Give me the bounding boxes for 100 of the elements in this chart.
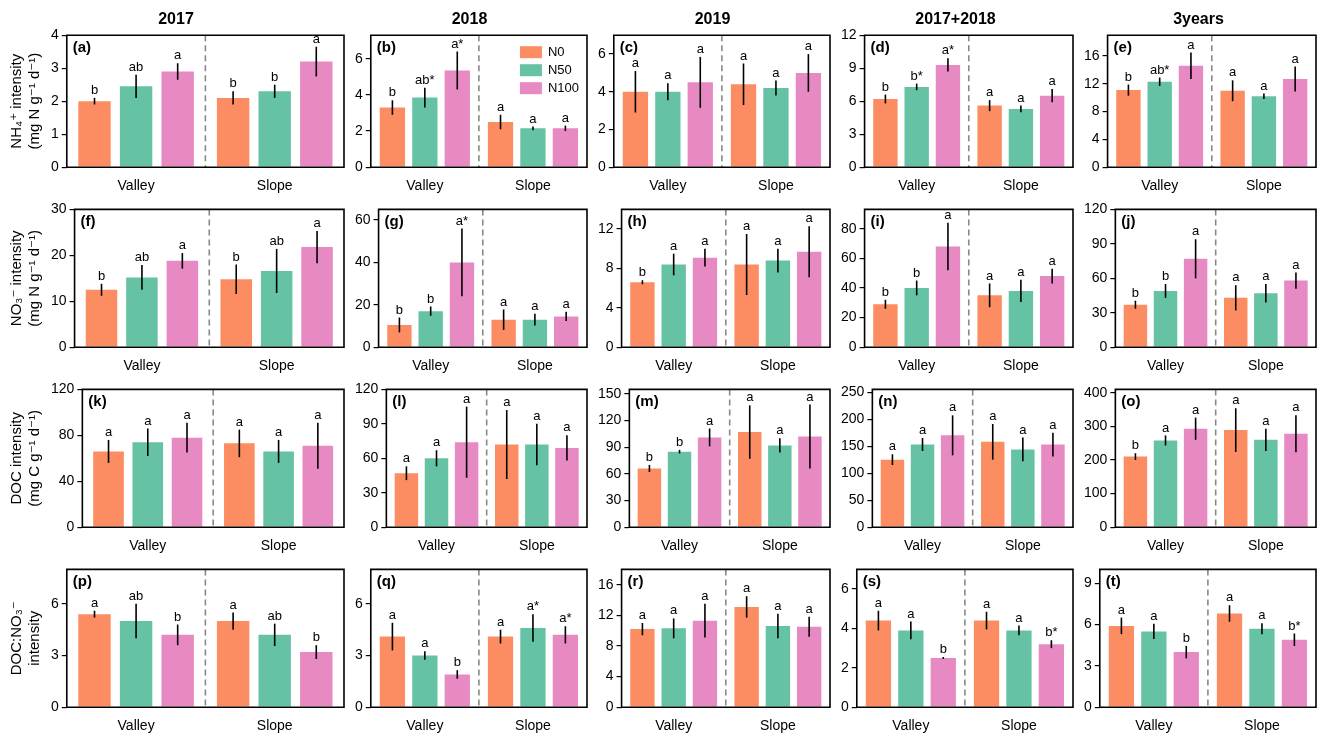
- x-tick-label: Slope: [1004, 537, 1041, 554]
- x-tick-label: Slope: [761, 537, 798, 554]
- bar: [85, 289, 118, 347]
- y-tick-label: 3: [50, 646, 59, 663]
- annotation: (t): [1105, 572, 1121, 590]
- data-label: a: [888, 438, 897, 454]
- bar: [977, 295, 1002, 347]
- x-tick-label: Slope: [759, 717, 797, 734]
- bar: [412, 655, 438, 707]
- y-tick-label: 90: [605, 438, 622, 455]
- x-tick-label: Valley: [412, 357, 450, 374]
- x-tick-label: Slope: [256, 717, 293, 734]
- data-label: b: [881, 283, 890, 299]
- data-label: b: [1131, 437, 1140, 453]
- x-tick-label: Slope: [516, 357, 554, 374]
- y-tick-label: 0: [354, 698, 363, 715]
- data-label: b: [453, 654, 461, 670]
- bar: [444, 70, 470, 167]
- bar: [1039, 276, 1065, 347]
- y-tick-label: 3: [1083, 656, 1092, 673]
- x-tick-label: Slope: [1244, 717, 1281, 734]
- annotation: (n): [878, 392, 898, 410]
- y-tick-label: 30: [362, 483, 379, 500]
- bar: [1153, 440, 1178, 527]
- bar: [525, 444, 549, 527]
- annotation: (c): [619, 37, 639, 55]
- data-label: a: [463, 390, 471, 406]
- y-tick-label: 0: [1083, 698, 1092, 715]
- bar: [1216, 613, 1243, 707]
- legend-label: N100: [547, 79, 579, 95]
- y-tick-label: 9: [1083, 574, 1092, 591]
- bar: [904, 86, 929, 167]
- bar: [630, 282, 655, 347]
- y-tick-label: 6: [50, 594, 59, 611]
- data-label: ab*: [1149, 61, 1170, 77]
- bar: [394, 473, 419, 527]
- bar: [258, 634, 291, 707]
- data-label: b: [174, 608, 182, 624]
- bar: [1249, 628, 1275, 707]
- bar: [216, 97, 250, 167]
- x-tick-label: Slope: [515, 177, 552, 194]
- data-label: a: [1229, 64, 1238, 80]
- y-tick-label: 4: [840, 619, 849, 636]
- annotation: (h): [627, 212, 647, 230]
- y-tick-label: 30: [50, 200, 67, 217]
- data-label: a: [986, 267, 995, 283]
- data-label: b: [427, 290, 435, 306]
- bar: [1008, 108, 1034, 167]
- y-tick-label: 0: [370, 518, 379, 535]
- data-label: a: [739, 47, 748, 63]
- data-label: a: [1150, 607, 1159, 623]
- bar: [1153, 290, 1178, 347]
- bar: [552, 128, 579, 167]
- bar: [622, 91, 649, 167]
- bar: [1224, 430, 1248, 527]
- data-label: b*: [1288, 617, 1301, 633]
- bar: [1039, 95, 1065, 167]
- y-tick-label: 150: [841, 437, 865, 453]
- bar: [132, 442, 164, 527]
- data-label: a: [696, 40, 705, 56]
- y-tick-label: 120: [598, 411, 622, 428]
- bar: [216, 621, 250, 707]
- y-tick-label: 60: [354, 210, 371, 227]
- y-tick-label: 2: [840, 658, 849, 675]
- bar: [418, 311, 443, 347]
- y-tick-label: 4: [605, 667, 614, 684]
- bar: [522, 319, 548, 347]
- y-tick-label: 0: [605, 698, 614, 715]
- data-label: b: [939, 641, 947, 657]
- x-tick-label: Valley: [1146, 357, 1185, 374]
- bar: [667, 451, 692, 527]
- data-label: b: [638, 264, 647, 280]
- bar: [1038, 644, 1065, 707]
- data-label: a: [944, 206, 953, 222]
- data-label: a: [918, 422, 927, 438]
- data-label: a: [529, 110, 538, 126]
- y-tick-label: 6: [597, 44, 606, 61]
- data-label: a: [174, 47, 183, 63]
- y-tick-label: 0: [354, 158, 363, 175]
- bar: [1123, 304, 1148, 347]
- y-tick-label: 300: [1084, 417, 1108, 434]
- x-tick-label: Valley: [417, 537, 456, 554]
- bar: [454, 442, 479, 527]
- y-tick-label: 12: [597, 606, 614, 623]
- bar: [661, 264, 686, 347]
- bar: [765, 260, 791, 347]
- data-label: a: [989, 408, 998, 424]
- data-label: a: [1291, 50, 1300, 66]
- bar: [301, 247, 333, 347]
- data-label: a: [806, 388, 815, 404]
- annotation: (a): [72, 37, 92, 55]
- x-tick-label: Valley: [129, 537, 167, 554]
- bar: [796, 251, 822, 347]
- data-label: a: [229, 596, 238, 612]
- annotation: (p): [72, 572, 92, 590]
- y-tick-label: 6: [354, 594, 363, 611]
- bar: [1254, 439, 1278, 527]
- y-tick-label: 0: [848, 158, 857, 175]
- y-tick-label: 0: [362, 338, 371, 355]
- y-tick-label: 8: [1091, 102, 1100, 119]
